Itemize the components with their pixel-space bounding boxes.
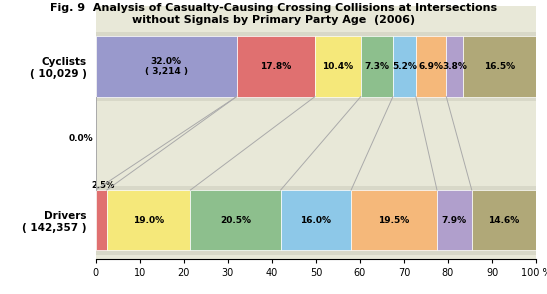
Bar [96, 186, 536, 255]
Text: 3.8%: 3.8% [442, 62, 467, 71]
Bar [446, 36, 463, 96]
Bar [190, 190, 281, 250]
Text: 16.5%: 16.5% [484, 62, 515, 71]
Bar [281, 190, 351, 250]
Bar [463, 36, 536, 96]
Text: 0.0%: 0.0% [69, 134, 94, 143]
Bar [472, 190, 536, 250]
Text: 5.2%: 5.2% [392, 62, 417, 71]
Bar [237, 36, 315, 96]
Text: 20.5%: 20.5% [220, 216, 251, 225]
Text: 10.4%: 10.4% [322, 62, 353, 71]
Bar [96, 36, 237, 96]
Bar [393, 36, 416, 96]
Text: 32.0%
( 3,214 ): 32.0% ( 3,214 ) [144, 57, 188, 76]
Bar [96, 32, 536, 101]
Bar [351, 190, 437, 250]
Bar [416, 36, 446, 96]
Bar [96, 190, 107, 250]
Bar [361, 36, 393, 96]
Text: 7.9%: 7.9% [442, 216, 467, 225]
Text: Fig. 9  Analysis of Casualty-Causing Crossing Collisions at Intersections
withou: Fig. 9 Analysis of Casualty-Causing Cros… [50, 3, 497, 24]
Text: 17.8%: 17.8% [260, 62, 292, 71]
Text: 19.5%: 19.5% [379, 216, 410, 225]
Text: 16.0%: 16.0% [300, 216, 331, 225]
Text: 6.9%: 6.9% [418, 62, 444, 71]
Text: 14.6%: 14.6% [488, 216, 520, 225]
Bar [315, 36, 361, 96]
Text: 19.0%: 19.0% [133, 216, 164, 225]
Bar [437, 190, 472, 250]
Bar [107, 190, 190, 250]
Text: 7.3%: 7.3% [364, 62, 389, 71]
Text: 2.5%: 2.5% [92, 181, 115, 190]
